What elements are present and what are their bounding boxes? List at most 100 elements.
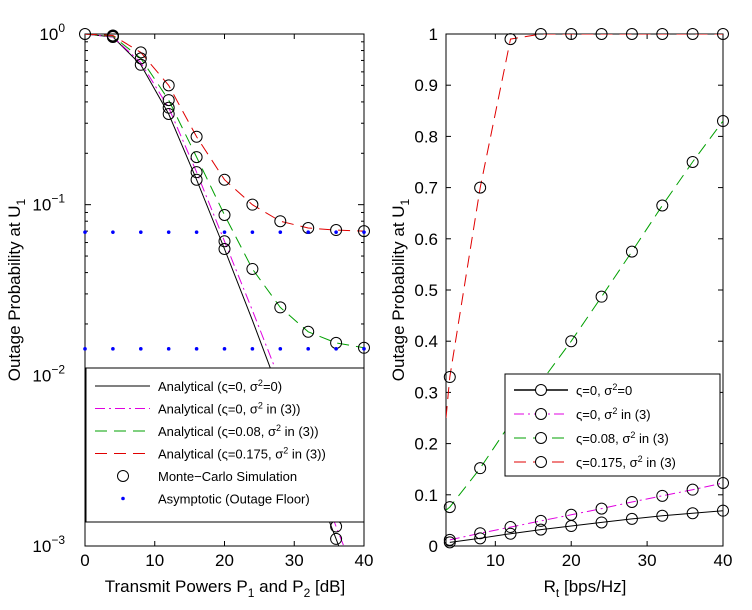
simulation-point [595, 290, 608, 303]
simulation-point [218, 173, 231, 186]
y-tick-label: 0.8 [414, 127, 438, 146]
legend-label: ς=0, σ2=0 [576, 382, 632, 398]
right-series [446, 34, 723, 543]
simulation-point [565, 335, 578, 348]
asymptotic-point [111, 230, 115, 234]
simulation-point [134, 58, 147, 71]
legend-circle-marker [535, 384, 547, 396]
simulation-point [443, 533, 456, 546]
simulation-point [474, 527, 487, 540]
simulation-point [565, 508, 578, 521]
y-tick-label: 10−2 [32, 362, 65, 385]
y-tick-label: 1 [429, 25, 438, 44]
left-y-axis-label: Outage Probability at U1 [5, 198, 28, 381]
asymptotic-point [250, 347, 255, 351]
simulation-point [246, 198, 259, 211]
asymptotic-point [194, 230, 199, 234]
left-chart: 0 10 20 30 40 100 10−1 10−2 10−3 Analytical (ς=0… [5, 21, 373, 600]
legend-label: Monte−Carlo Simulation [158, 469, 297, 484]
simulation-point [218, 208, 231, 221]
legend-label: Analytical (ς=0.08, σ2 in (3)) [158, 423, 319, 439]
simulation-point [218, 242, 231, 255]
y-tick-label: 0.5 [414, 281, 438, 300]
asymptotic-point [222, 230, 227, 234]
simulation-point [717, 115, 729, 128]
simulation-point [330, 224, 343, 237]
y-tick-label: 100 [39, 21, 65, 44]
simulation-point [358, 341, 370, 354]
y-tick-label: 0 [429, 537, 438, 556]
simulation-point [625, 28, 638, 40]
legend-label: ς=0, σ2 in (3) [576, 406, 651, 422]
asymptotic-point [139, 347, 143, 351]
simulation-point [474, 462, 487, 475]
simulation-point [534, 28, 547, 40]
left-ticks: 0 10 20 30 40 100 10−1 10−2 10−3 [32, 21, 373, 570]
simulation-point [274, 301, 287, 314]
y-tick-label: 0.3 [414, 383, 438, 402]
simulation-point [717, 28, 729, 40]
series-line-2 [446, 120, 723, 511]
simulation-point [595, 516, 608, 529]
simulation-point [162, 94, 175, 107]
simulation-point [443, 371, 456, 384]
simulation-point [134, 46, 147, 59]
simulation-point [274, 215, 287, 228]
simulation-point [656, 199, 669, 212]
right-markers [443, 28, 729, 549]
simulation-point [686, 156, 699, 168]
simulation-point [625, 245, 638, 258]
y-tick-label: 0.9 [414, 76, 438, 95]
series-line-1 [85, 34, 345, 546]
simulation-point [190, 130, 203, 143]
simulation-point [443, 501, 456, 514]
legend-label: Analytical (ς=0.175, σ2 in (3)) [158, 446, 326, 462]
simulation-point [595, 502, 608, 515]
asymptotic-point [166, 230, 171, 234]
asymptotic-point [194, 347, 199, 351]
simulation-point [717, 477, 729, 490]
left-x-axis-label: Transmit Powers P1 and P2 [dB] [105, 577, 345, 600]
y-tick-label: 10−1 [32, 192, 65, 215]
simulation-point [565, 28, 578, 40]
simulation-point [474, 532, 487, 545]
asymptotic-point [306, 347, 311, 351]
asymptotic-point [334, 347, 338, 351]
asymptotic-point [278, 230, 283, 234]
asymptotic-point [111, 347, 115, 351]
y-tick-label: 0.1 [414, 486, 438, 505]
simulation-point [246, 262, 259, 275]
x-tick-label: 0 [80, 551, 89, 570]
right-ticks: 10 20 30 40 0 0.1 0.2 0.3 0.4 0.5 0.6 0.7 0.8 0.9 1 [414, 25, 732, 570]
simulation-point [443, 536, 456, 549]
x-tick-label: 10 [486, 551, 505, 570]
asymptotic-point [306, 230, 311, 234]
simulation-point [302, 325, 315, 338]
legend-circle-marker [117, 470, 129, 482]
x-tick-label: 20 [215, 551, 234, 570]
asymptotic-point [362, 347, 366, 351]
legend-circle-marker [535, 408, 547, 420]
asymptotic-point [166, 347, 171, 351]
asymptotic-point [222, 347, 227, 351]
simulation-point [330, 532, 343, 545]
simulation-point [656, 489, 669, 502]
series-line-3 [85, 34, 364, 232]
right-y-axis-label: Outage Probability at U1 [389, 198, 412, 381]
asymptotic-point [362, 230, 366, 234]
left-legend: Analytical (ς=0, σ2=0) Analytical (ς=0, σ… [85, 367, 365, 523]
x-tick-label: 10 [145, 551, 164, 570]
simulation-point [162, 79, 175, 92]
y-tick-label: 0.6 [414, 230, 438, 249]
simulation-point [106, 29, 119, 42]
simulation-point [162, 107, 175, 120]
y-tick-label: 10−3 [32, 533, 65, 556]
legend-label: ς=0.175, σ2 in (3) [576, 454, 676, 470]
left-legend-box [85, 367, 365, 523]
legend-circle-marker [535, 432, 547, 444]
asymptotic-point [83, 347, 87, 351]
simulation-point [190, 166, 203, 179]
asymptotic-point [334, 230, 338, 234]
simulation-point [134, 52, 147, 65]
